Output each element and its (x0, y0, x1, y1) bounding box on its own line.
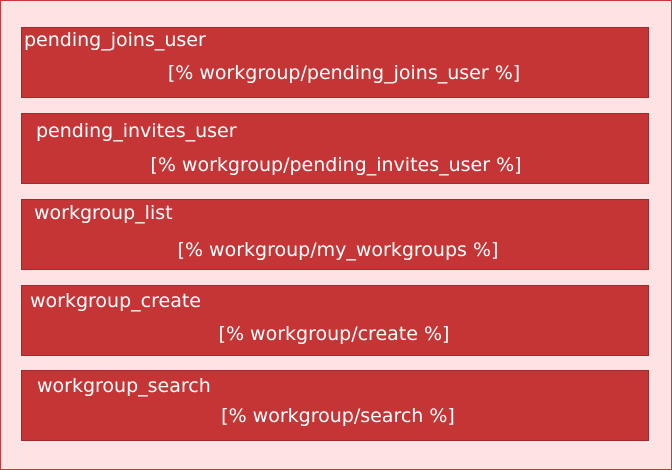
panel-workgroup-create: workgroup_create [% workgroup/create %] (21, 285, 649, 356)
panel-title: workgroup_create (30, 290, 201, 312)
panel-title: workgroup_search (37, 375, 211, 397)
panel-pending-joins-user: pending_joins_user [% workgroup/pending_… (21, 27, 649, 98)
panel-title: workgroup_list (34, 202, 173, 224)
panel-pending-invites-user: pending_invites_user [% workgroup/pendin… (21, 113, 649, 184)
panel-template-include: [% workgroup/my_workgroups %] (177, 239, 499, 261)
panel-template-include: [% workgroup/pending_joins_user %] (167, 62, 521, 84)
panel-title: pending_joins_user (24, 29, 206, 51)
panel-template-include: [% workgroup/create %] (218, 323, 450, 345)
panel-workgroup-list: workgroup_list [% workgroup/my_workgroup… (21, 199, 649, 270)
panel-workgroup-search: workgroup_search [% workgroup/search %] (21, 370, 649, 441)
panel-template-include: [% workgroup/search %] (221, 405, 455, 427)
panel-title: pending_invites_user (36, 120, 237, 142)
panel-template-include: [% workgroup/pending_invites_user %] (150, 154, 522, 176)
